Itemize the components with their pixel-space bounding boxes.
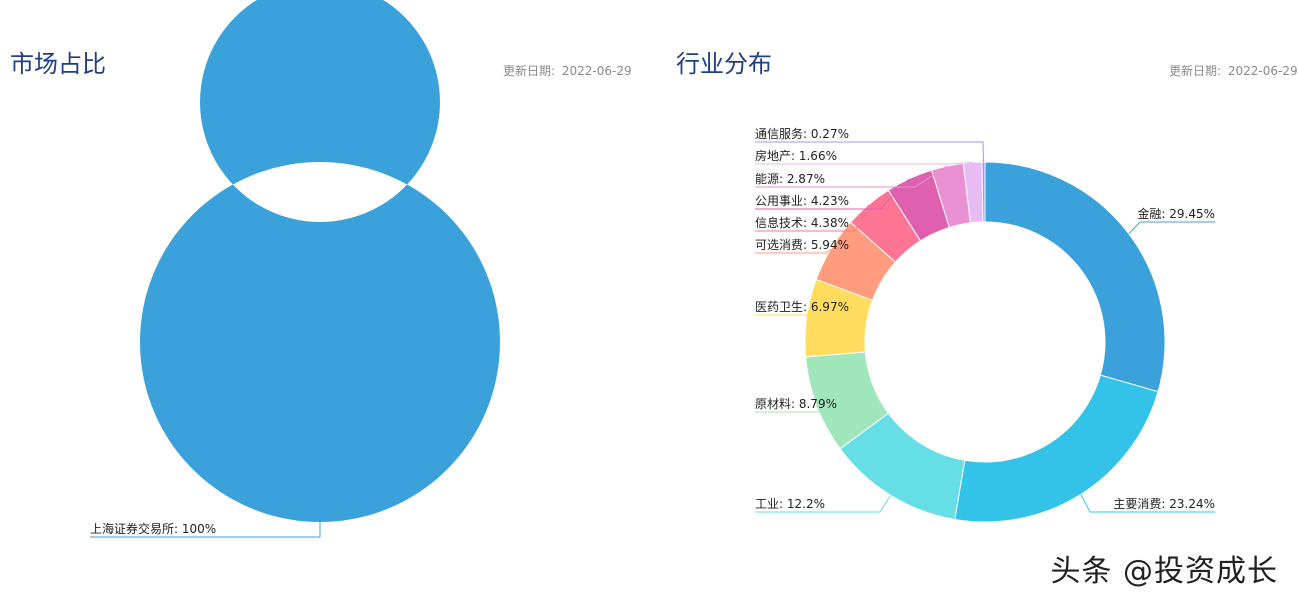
leader-line-8 xyxy=(755,165,948,188)
slice-label-2: 工业: 12.2% xyxy=(755,497,825,511)
donut-slice-industry-10[interactable] xyxy=(981,161,986,223)
slice-label-3: 原材料: 8.79% xyxy=(755,397,837,411)
slice-label-9: 房地产: 1.66% xyxy=(755,148,837,163)
update-date-value: 2022-06-29 xyxy=(561,64,632,78)
market-share-update-date: 更新日期: 2022-06-29 xyxy=(503,62,632,79)
slice-label-4: 医药卫生: 6.97% xyxy=(755,300,849,314)
slice-label-6: 信息技术: 4.38% xyxy=(755,215,849,230)
industry-distribution-donut: 金融: 29.45% 主要消费: 23.24% 工业: 12.2% 原材料: 8.79… xyxy=(755,126,1215,523)
leader-line-0 xyxy=(90,522,321,538)
leader-line-1 xyxy=(1080,494,1215,513)
slice-label-1: 主要消费: 23.24% xyxy=(1113,497,1215,511)
slice-label-5: 可选消费: 5.94% xyxy=(755,238,849,252)
slice-label-0: 上海证券交易所: 100% xyxy=(90,521,216,536)
industry-update-date: 更新日期: 2022-06-29 xyxy=(1169,62,1298,79)
update-date-value: 2022-06-29 xyxy=(1227,64,1298,78)
market-share-title: 市场占比 xyxy=(10,50,106,78)
market-share-donut: 上海证券交易所: 100% xyxy=(90,0,500,538)
leader-line-3 xyxy=(755,405,821,413)
watermark-text: 头条 @投资成长 xyxy=(1050,554,1278,589)
slice-label-0: 金融: 29.45% xyxy=(1137,206,1215,221)
leader-line-4 xyxy=(755,314,809,318)
update-date-label: 更新日期: xyxy=(1169,64,1222,78)
slice-label-8: 能源: 2.87% xyxy=(755,172,825,186)
leader-line-2 xyxy=(755,494,891,513)
leader-line-7 xyxy=(755,178,910,210)
slice-label-10: 通信服务: 0.27% xyxy=(755,126,849,141)
update-date-label: 更新日期: xyxy=(503,64,556,78)
leader-line-9 xyxy=(755,161,973,165)
leader-line-6 xyxy=(755,204,869,232)
donut-slice-market-0[interactable] xyxy=(140,0,500,522)
industry-distribution-title: 行业分布 xyxy=(676,50,772,78)
donut-slice-industry-0[interactable] xyxy=(984,161,1166,393)
leader-line-5 xyxy=(755,248,832,254)
leader-line-0 xyxy=(1128,221,1215,235)
leader-line-10 xyxy=(755,141,984,163)
slice-label-7: 公用事业: 4.23% xyxy=(755,194,849,208)
